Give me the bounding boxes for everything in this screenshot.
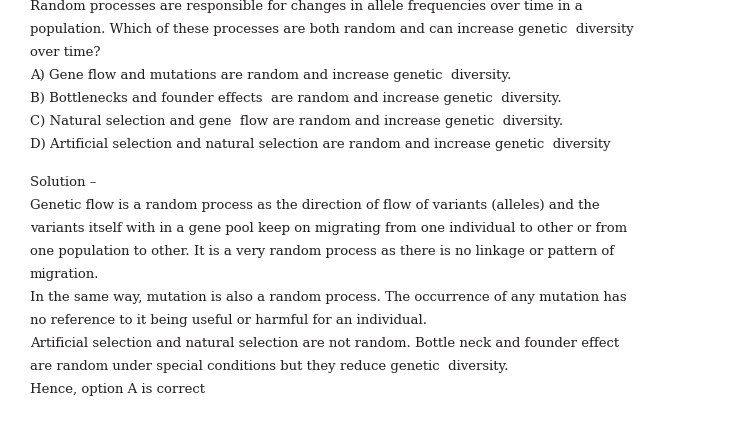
Text: Genetic flow is a random process as the direction of flow of variants (alleles) : Genetic flow is a random process as the … [30,199,599,212]
Text: no reference to it being useful or harmful for an individual.: no reference to it being useful or harmf… [30,314,427,327]
Text: Artificial selection and natural selection are not random. Bottle neck and found: Artificial selection and natural selecti… [30,337,619,350]
Text: over time?: over time? [30,46,101,59]
Text: In the same way, mutation is also a random process. The occurrence of any mutati: In the same way, mutation is also a rand… [30,291,626,304]
Text: Random processes are responsible for changes in allele frequencies over time in : Random processes are responsible for cha… [30,0,583,13]
Text: B) Bottlenecks and founder effects  are random and increase genetic  diversity.: B) Bottlenecks and founder effects are r… [30,92,562,105]
Text: D) Artificial selection and natural selection are random and increase genetic  d: D) Artificial selection and natural sele… [30,138,611,151]
Text: variants itself with in a gene pool keep on migrating from one individual to oth: variants itself with in a gene pool keep… [30,222,627,235]
Text: Hence, option A is correct: Hence, option A is correct [30,383,205,396]
Text: are random under special conditions but they reduce genetic  diversity.: are random under special conditions but … [30,360,508,373]
Text: one population to other. It is a very random process as there is no linkage or p: one population to other. It is a very ra… [30,245,614,258]
Text: A) Gene flow and mutations are random and increase genetic  diversity.: A) Gene flow and mutations are random an… [30,69,511,82]
Text: population. Which of these processes are both random and can increase genetic  d: population. Which of these processes are… [30,23,634,36]
Text: C) Natural selection and gene  flow are random and increase genetic  diversity.: C) Natural selection and gene flow are r… [30,115,563,128]
Text: migration.: migration. [30,268,99,281]
Text: Solution –: Solution – [30,176,96,189]
